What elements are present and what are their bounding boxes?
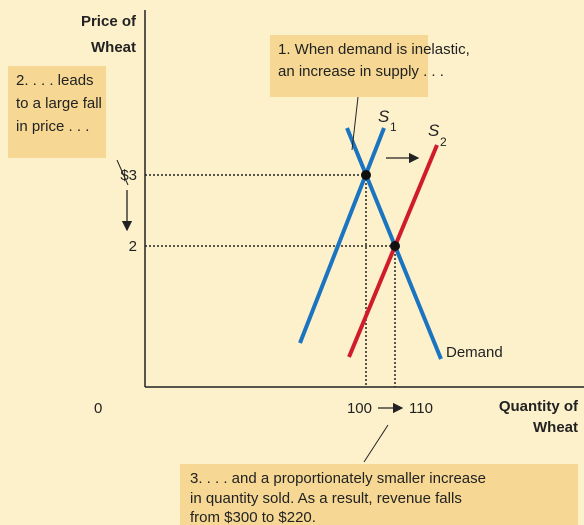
equilibrium-2 — [390, 241, 400, 251]
callout-text: an increase in supply . . . — [278, 63, 444, 80]
guides — [145, 174, 396, 387]
callout-box-1 — [270, 35, 428, 97]
x-tick-label: 100 — [347, 400, 372, 417]
callout-text: 1. When demand is inelastic, — [278, 41, 470, 58]
callout-text: 2. . . . leads — [16, 72, 94, 89]
demand-label: Demand — [446, 344, 503, 361]
leader-2 — [116, 159, 129, 186]
origin-label: 0 — [94, 400, 102, 417]
x-tick-label: 110 — [409, 400, 433, 417]
leader-1 — [351, 96, 359, 151]
s1-label: S — [378, 107, 390, 126]
callout-box-3 — [180, 464, 578, 525]
y-axis-label: Wheat — [91, 39, 136, 56]
s2-label: S — [428, 121, 440, 140]
callout-text: in quantity sold. As a result, revenue f… — [190, 490, 462, 507]
callout-text: from $300 to $220. — [190, 509, 316, 525]
x-axis-label: Wheat — [533, 419, 578, 436]
callout-text: 3. . . . and a proportionately smaller i… — [190, 470, 486, 487]
s2-subscript: 2 — [440, 135, 447, 149]
x-axis-label: Quantity of — [499, 398, 579, 415]
callout-text: to a large fall — [16, 95, 102, 112]
y-tick-label: $3 — [120, 167, 137, 184]
leader-3 — [363, 424, 389, 463]
supply-1 — [298, 127, 386, 344]
y-axis-label: Price of — [81, 13, 137, 30]
y-tick-label: 2 — [129, 238, 137, 255]
equilibrium-1 — [361, 170, 371, 180]
s1-subscript: 1 — [390, 120, 397, 134]
callout-text: in price . . . — [16, 118, 89, 135]
supply-2 — [347, 144, 439, 358]
callout-box-2 — [8, 66, 106, 158]
